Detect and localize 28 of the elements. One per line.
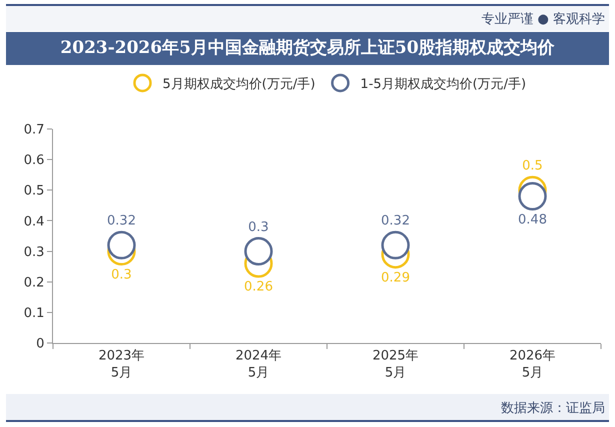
text: 专业严谨 ● 客观科学 bbox=[481, 11, 605, 28]
legend-label: 5月期权成交均价(万元/手) bbox=[162, 76, 316, 92]
y-tick-label: 0 bbox=[36, 336, 44, 352]
point bbox=[244, 237, 273, 266]
data-label: 0.3 bbox=[111, 267, 132, 282]
y-tick-label: 0.1 bbox=[24, 306, 44, 321]
data-label: 0.48 bbox=[518, 212, 547, 228]
data-label: 0.3 bbox=[248, 220, 269, 235]
x-tick-label: 2024年 5月 bbox=[235, 348, 282, 380]
data-label: 0.32 bbox=[107, 214, 136, 229]
point bbox=[107, 230, 136, 260]
data-label: 0.26 bbox=[244, 280, 273, 295]
y-tick-label: 0.4 bbox=[24, 214, 44, 230]
y-tick-label: 0.3 bbox=[24, 244, 44, 260]
data-label: 0.32 bbox=[381, 214, 410, 229]
x-tick-label: 2026年 5月 bbox=[509, 348, 556, 380]
point bbox=[381, 230, 410, 260]
x-tick-label: 2025年 5月 bbox=[372, 348, 419, 380]
data-label: 0.29 bbox=[381, 270, 410, 286]
x-tick-label: 2023年 5月 bbox=[98, 348, 145, 380]
source-note: 数据来源：证监局 bbox=[501, 400, 605, 417]
y-tick-label: 0.5 bbox=[24, 184, 44, 199]
y-tick-label: 0.6 bbox=[24, 153, 44, 168]
y-tick-label: 0.2 bbox=[24, 275, 44, 290]
legend-label: 1-5月期权成交均价(万元/手) bbox=[360, 76, 526, 92]
point bbox=[518, 182, 547, 210]
data-label: 0.5 bbox=[522, 158, 543, 174]
y-tick-label: 0.7 bbox=[24, 122, 44, 138]
